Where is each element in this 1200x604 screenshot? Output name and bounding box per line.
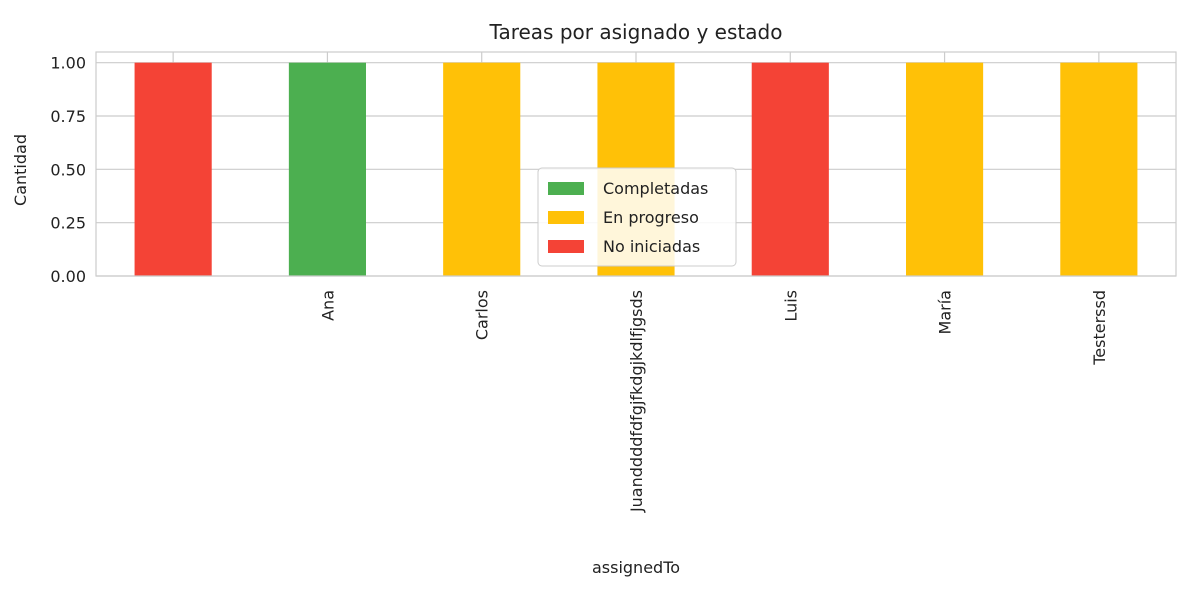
y-tick-label: 0.25 [50,214,86,233]
y-tick-label: 0.00 [50,267,86,286]
legend-label: Completadas [603,179,708,198]
bar-carlos-en-progreso [443,62,521,276]
legend: Completadas En progreso No iniciadas [537,167,737,267]
legend-label: En progreso [603,208,699,227]
x-tick-label: Luis [781,290,800,322]
legend-swatch [548,240,584,253]
tick-labels: 0.00 0.25 0.50 0.75 1.00 Ana Carlos Juanddddfdf… [50,54,1108,513]
bar-unassigned-no-iniciadas [134,62,212,276]
x-tick-label: Ana [318,290,337,321]
bar-testerssd-en-progreso [1060,62,1138,276]
chart-title: Tareas por asignado y estado [489,20,783,44]
bar-luis-no-iniciadas [751,62,829,276]
y-tick-label: 1.00 [50,54,86,73]
legend-swatch [548,182,584,195]
x-tick-label: Juanddddfdfgjfkdgjkdlfjgsds [627,290,646,513]
legend-label: No iniciadas [603,237,700,256]
bar-maría-en-progreso [906,62,984,276]
x-tick-label: María [936,290,955,334]
x-axis-title: assignedTo [592,558,680,577]
x-tick-label: Carlos [473,290,492,340]
y-tick-label: 0.75 [50,107,86,126]
legend-box [537,167,737,267]
bar-ana-completadas [288,62,366,276]
plot-frame [95,51,1177,277]
y-tick-label: 0.50 [50,160,86,179]
y-axis-title: Cantidad [11,134,30,206]
legend-swatch [548,211,584,224]
x-tick-label: Testerssd [1090,290,1109,366]
